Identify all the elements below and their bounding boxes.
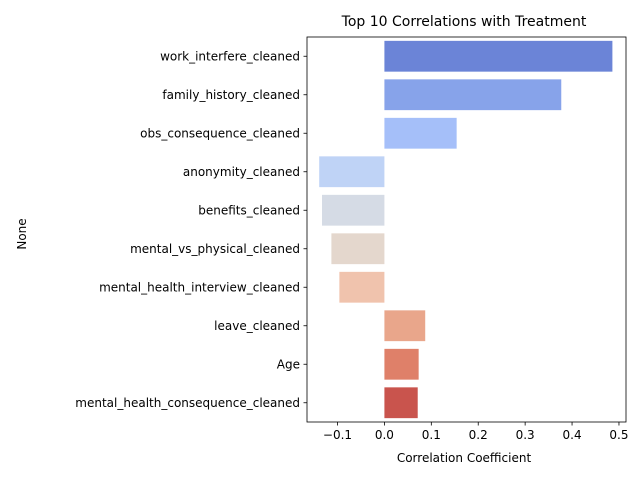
bar-work_interfere_cleaned (384, 40, 613, 72)
y-tick-label: anonymity_cleaned (183, 165, 300, 179)
y-tick-label: mental_health_consequence_cleaned (75, 396, 300, 410)
y-tick-label: mental_vs_physical_cleaned (130, 242, 300, 256)
x-axis-label: Correlation Coefficient (397, 451, 532, 465)
plot-frame (306, 36, 627, 423)
x-tick-label: 0.5 (609, 428, 628, 442)
plot-area: work_interfere_cleaned family_history_cle… (75, 36, 629, 442)
y-tick-label: family_history_cleaned (162, 88, 300, 102)
bar-mental_health_interview_cleaned (339, 271, 385, 303)
y-tick-label: obs_consequence_cleaned (140, 126, 300, 140)
x-tick-label: 0.3 (516, 428, 535, 442)
y-tick-label: benefits_cleaned (198, 203, 300, 217)
y-tick-label: work_interfere_cleaned (160, 49, 300, 63)
y-tick-label: leave_cleaned (214, 319, 300, 333)
bar-family_history_cleaned (384, 79, 562, 111)
y-tick-label: mental_health_interview_cleaned (99, 280, 300, 294)
y-tick-label: Age (277, 357, 300, 371)
x-tick-label: 0.1 (422, 428, 441, 442)
bar-mental_health_consequence_cleaned (384, 387, 418, 419)
chart-title: Top 10 Correlations with Treatment (341, 14, 587, 30)
bar-mental_vs_physical_cleaned (331, 233, 385, 265)
bar-obs_consequence_cleaned (384, 117, 457, 149)
bar-benefits_cleaned (322, 194, 385, 226)
y-axis-label: None (15, 218, 29, 249)
bar-Age (384, 348, 419, 380)
x-tick-label: −0.1 (323, 428, 352, 442)
x-tick-label: 0.4 (563, 428, 582, 442)
bar-anonymity_cleaned (319, 156, 385, 188)
x-tick-label: 0.0 (375, 428, 394, 442)
bar-leave_cleaned (384, 310, 426, 342)
x-tick-label: 0.2 (469, 428, 488, 442)
